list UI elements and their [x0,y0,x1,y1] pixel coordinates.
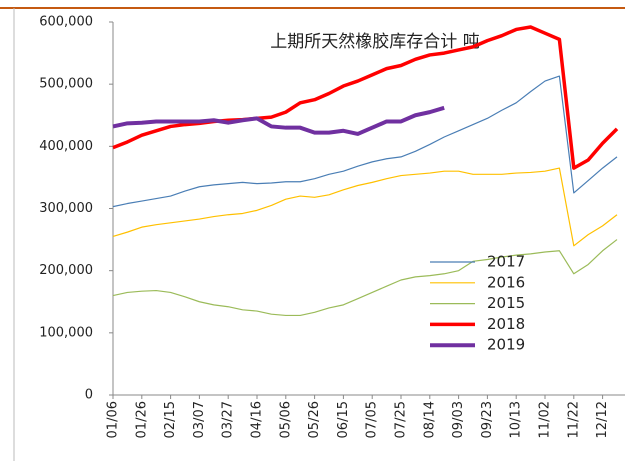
y-tick-label: 200,000 [39,263,93,278]
y-tick-label: 400,000 [39,139,93,154]
legend-label: 2015 [487,294,525,312]
series-line [112,167,618,247]
x-tick-label: 09/23 [480,401,495,438]
legend-label: 2016 [487,273,525,291]
legend-label: 2017 [487,253,525,271]
y-tick-label: 300,000 [39,201,93,216]
x-tick-label: 06/15 [336,401,351,438]
chart-title: 上期所天然橡胶库存合计 吨 [270,32,479,52]
x-tick-label: 08/14 [422,401,437,438]
x-tick-label: 03/27 [221,401,236,438]
x-tick-label: 01/26 [134,401,149,438]
series-line [112,25,619,170]
x-tick-label: 10/13 [509,401,524,438]
x-tick-label: 07/25 [394,401,409,438]
x-tick-label: 03/07 [192,401,207,438]
series-line [112,75,618,208]
x-tick-label: 02/15 [163,401,178,438]
y-tick-label: 600,000 [39,15,93,30]
x-tick-label: 05/06 [278,401,293,438]
x-tick-label: 11/02 [538,401,553,438]
series-line [112,105,445,136]
x-tick-label: 07/05 [365,401,380,438]
x-tick-label: 11/22 [566,401,581,438]
x-tick-label: 09/03 [451,401,466,438]
x-tick-label: 12/12 [595,401,610,438]
legend-label: 2018 [487,315,525,333]
y-tick-label: 100,000 [39,325,93,340]
x-tick-label: 04/16 [250,401,265,438]
x-tick-label: 01/06 [106,401,121,438]
y-tick-label: 500,000 [39,77,93,92]
series-line [112,239,618,317]
legend-label: 2019 [487,336,525,354]
x-tick-label: 05/26 [307,401,322,438]
y-tick-label: 0 [85,388,93,403]
